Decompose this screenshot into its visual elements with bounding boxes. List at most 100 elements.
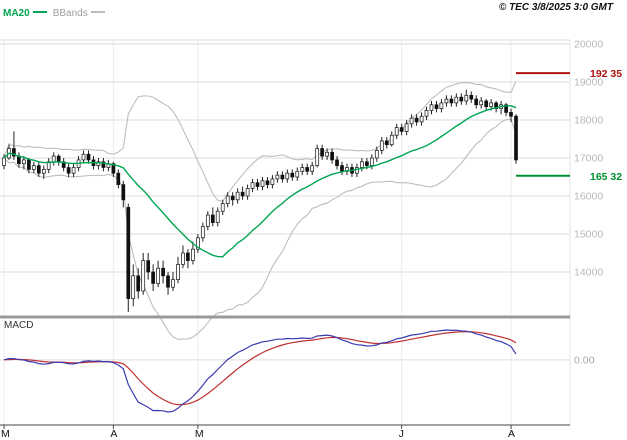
candle-body bbox=[250, 182, 255, 189]
candle-body bbox=[409, 117, 414, 125]
candle-body bbox=[181, 252, 185, 265]
y-axis-label: 18000 bbox=[574, 115, 603, 127]
candle-body bbox=[325, 151, 329, 157]
candle-body bbox=[504, 104, 508, 113]
resistance-label: 192 35 bbox=[590, 68, 622, 80]
candle-body bbox=[355, 167, 359, 174]
macd-line bbox=[3, 329, 517, 413]
candle-body bbox=[280, 174, 285, 180]
candle-body bbox=[71, 167, 76, 174]
candle-body bbox=[141, 260, 146, 292]
candle-body bbox=[369, 157, 374, 166]
candle-body bbox=[186, 252, 190, 261]
candle-body bbox=[225, 195, 230, 204]
candle-body bbox=[220, 203, 225, 212]
candle-body bbox=[429, 104, 434, 111]
candle-body bbox=[12, 148, 16, 157]
candle-body bbox=[131, 275, 136, 299]
candle-body bbox=[81, 153, 86, 161]
candle-body bbox=[166, 275, 170, 288]
candle-body bbox=[489, 102, 493, 108]
y-axis-label: 17000 bbox=[574, 153, 603, 165]
candle-body bbox=[235, 191, 240, 201]
candle-body bbox=[394, 127, 399, 136]
candle-body bbox=[156, 267, 160, 284]
candle-body bbox=[46, 161, 51, 170]
candle-body bbox=[449, 98, 454, 104]
candle-body bbox=[146, 260, 151, 273]
candle-body bbox=[424, 110, 429, 117]
candle-body bbox=[66, 167, 71, 174]
y-axis-label: 19000 bbox=[574, 77, 603, 89]
candle-body bbox=[121, 184, 126, 201]
candle-body bbox=[136, 275, 141, 292]
candle-body bbox=[176, 264, 180, 280]
candle-body bbox=[494, 102, 498, 109]
candle-body bbox=[126, 207, 131, 299]
chart-legend: MA20 BBands bbox=[3, 3, 105, 21]
candle-body bbox=[51, 155, 56, 163]
candle-body bbox=[474, 98, 479, 106]
bollinger-upper-line bbox=[3, 81, 517, 202]
x-axis-month-label: M bbox=[195, 428, 204, 440]
candle-body bbox=[151, 271, 155, 284]
candle-body bbox=[454, 96, 459, 104]
candle-body bbox=[161, 267, 165, 277]
macd-panel-label: MACD bbox=[4, 320, 34, 331]
candle-body bbox=[300, 167, 305, 172]
macd-signal-line bbox=[3, 331, 517, 406]
candle-body bbox=[479, 100, 484, 106]
candle-body bbox=[2, 157, 6, 166]
candle-body bbox=[111, 163, 116, 174]
candle-body bbox=[210, 214, 215, 223]
candle-body bbox=[86, 153, 91, 161]
candle-body bbox=[27, 159, 31, 170]
candle-body bbox=[514, 115, 518, 161]
candle-body bbox=[191, 248, 195, 261]
legend-bbands-label: BBands bbox=[52, 8, 88, 19]
macd-zero-label: 0.00 bbox=[574, 354, 595, 366]
candle-body bbox=[200, 226, 205, 239]
bbands-line-swatch bbox=[90, 10, 105, 13]
candle-body bbox=[215, 210, 220, 223]
candle-body bbox=[230, 195, 235, 201]
candle-body bbox=[36, 165, 41, 174]
copyright-timestamp: © TEC 3/8/2025 3:0 GMT bbox=[498, 2, 613, 13]
candle-body bbox=[270, 178, 275, 185]
candle-body bbox=[290, 172, 295, 178]
candle-body bbox=[196, 237, 200, 250]
x-axis-month-label: A bbox=[110, 428, 117, 440]
candle-body bbox=[379, 140, 384, 151]
y-axis-label: 14000 bbox=[574, 267, 603, 279]
candle-body bbox=[469, 94, 474, 100]
candle-body bbox=[384, 140, 389, 146]
bollinger-lower-line bbox=[3, 118, 517, 340]
candle-body bbox=[285, 172, 290, 180]
candle-body bbox=[295, 170, 300, 178]
candle-body bbox=[399, 127, 404, 132]
y-axis-label: 16000 bbox=[574, 191, 603, 203]
candle-body bbox=[484, 100, 489, 108]
candle-body bbox=[414, 117, 419, 123]
candle-body bbox=[315, 148, 320, 166]
candle-body bbox=[374, 150, 379, 159]
candle-body bbox=[434, 104, 439, 109]
candle-body bbox=[340, 165, 344, 172]
support-label: 165 32 bbox=[590, 171, 622, 183]
legend-ma20-label: MA20 bbox=[3, 8, 30, 19]
candle-body bbox=[439, 102, 444, 109]
candle-body bbox=[335, 159, 339, 166]
ma20-line-swatch bbox=[32, 10, 47, 13]
candle-body bbox=[22, 159, 26, 165]
candle-body bbox=[444, 98, 449, 104]
candle-body bbox=[255, 182, 260, 187]
legend-item-bbands: BBands bbox=[53, 3, 105, 21]
x-axis-month-label: M bbox=[1, 428, 10, 440]
candle-body bbox=[265, 180, 270, 185]
candle-body bbox=[365, 161, 369, 166]
candle-body bbox=[459, 96, 464, 102]
candle-body bbox=[389, 134, 394, 146]
candle-body bbox=[310, 165, 315, 172]
